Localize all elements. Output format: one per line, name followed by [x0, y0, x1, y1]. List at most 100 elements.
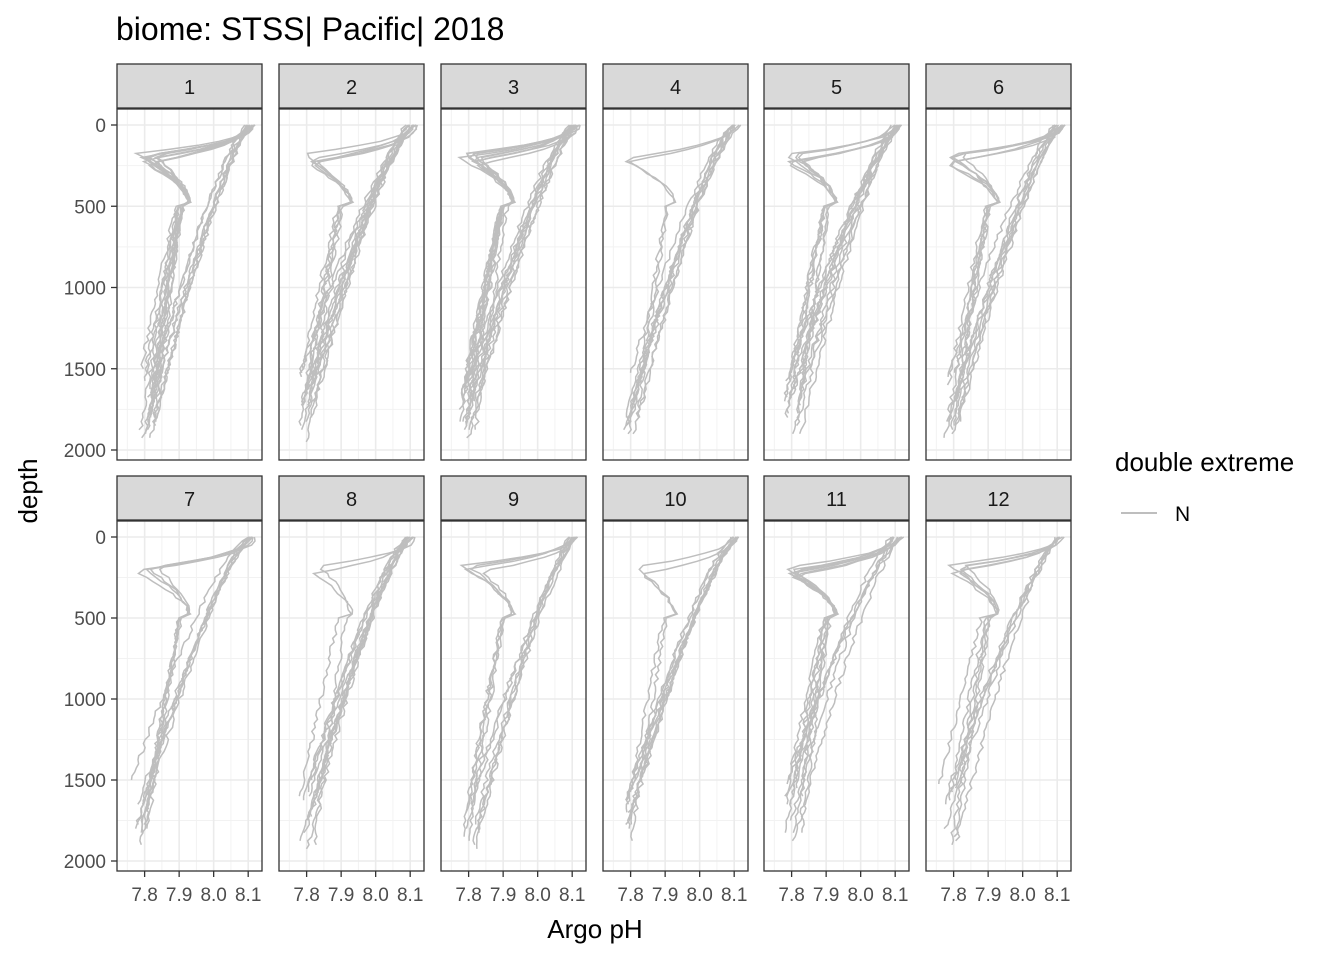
profile-line: [310, 536, 407, 781]
x-tick-label: 7.8: [778, 885, 804, 906]
panel-border: [116, 108, 263, 461]
profile-line: [946, 124, 1060, 386]
profile-line: [149, 124, 251, 438]
x-tick-label: 7.9: [813, 885, 839, 906]
profile-line: [796, 536, 895, 833]
facet-strip-label: 6: [993, 77, 1004, 99]
x-tick-label: 7.9: [975, 885, 1001, 906]
x-tick-label: 8.0: [524, 885, 550, 906]
profile-line: [462, 124, 577, 422]
y-tick-label: 1000: [64, 279, 106, 300]
profile-line: [790, 124, 898, 373]
panel-border: [116, 520, 263, 872]
facet-strip-label: 1: [184, 77, 195, 99]
x-tick-label: 7.8: [617, 885, 643, 906]
profile-line: [798, 124, 899, 435]
profile-line: [306, 124, 411, 390]
profile-line: [950, 536, 1059, 846]
facet-strip: [116, 63, 263, 109]
x-tick-label: 7.8: [940, 885, 966, 906]
x-tick-label: 7.9: [328, 885, 354, 906]
facet-strip-label: 2: [346, 77, 357, 99]
panel-background: [441, 521, 586, 871]
profile-line: [462, 536, 575, 837]
panel-border: [925, 520, 1072, 872]
profile-line: [303, 124, 419, 394]
panel-background: [926, 521, 1071, 871]
facet-strip: [440, 475, 587, 521]
y-axis-title: depth: [13, 458, 43, 523]
panel-background: [603, 109, 748, 460]
x-tick-label: 8.1: [397, 885, 423, 906]
x-tick-label: 8.1: [882, 885, 908, 906]
x-tick-label: 8.0: [847, 885, 873, 906]
facet-panel-12: 12 7.8 7.9 8.0 8.1: [925, 475, 1072, 906]
y-tick-label: 2000: [64, 441, 106, 462]
facet-panel-5: 5: [763, 63, 910, 461]
facet-strip: [278, 63, 425, 109]
panel-border: [763, 520, 910, 872]
facet-panel-4: 4: [602, 63, 749, 461]
facet-strip: [925, 475, 1072, 521]
profile-line: [305, 124, 418, 422]
profile-line: [938, 536, 1061, 785]
facet-strip-label: 12: [987, 489, 1009, 511]
y-tick-label: 1000: [64, 690, 106, 711]
facet-strip-label: 4: [670, 77, 681, 99]
facet-panel-9: 9 7.8 7.9 8.0 8.1: [440, 475, 587, 906]
facet-strip-label: 9: [508, 489, 519, 511]
profile-line: [465, 536, 578, 829]
y-tick-label: 2000: [64, 852, 106, 873]
profile-line: [305, 124, 410, 443]
x-tick-label: 7.9: [652, 885, 678, 906]
panel-border: [440, 520, 587, 872]
profile-line: [464, 124, 577, 426]
profile-line: [460, 124, 572, 398]
profile-line: [953, 124, 1064, 426]
profile-line: [789, 536, 899, 805]
facet-strip: [763, 63, 910, 109]
profile-line: [955, 536, 1059, 842]
x-tick-label: 7.9: [166, 885, 192, 906]
x-tick-label: 8.1: [721, 885, 747, 906]
x-tick-label: 8.1: [559, 885, 585, 906]
profile-line: [468, 124, 581, 430]
profile-line: [786, 536, 905, 785]
facet-panel-1: 1 0 500 1000 1500 2000: [64, 63, 263, 462]
legend-title: double extreme: [1115, 447, 1294, 477]
facet-panel-3: 3: [440, 63, 587, 461]
profile-line: [950, 536, 1056, 838]
x-tick-label: 8.1: [235, 885, 261, 906]
y-tick-label: 500: [74, 197, 106, 218]
profile-line: [140, 124, 248, 370]
profile-line: [948, 536, 1065, 801]
x-tick-label: 8.0: [362, 885, 388, 906]
facet-panel-10: 10 7.8 7.9 8.0 8.1: [602, 475, 749, 906]
x-tick-label: 7.8: [455, 885, 481, 906]
y-tick-label: 0: [95, 528, 106, 549]
facet-strip: [763, 475, 910, 521]
profile-line: [472, 536, 579, 846]
x-tick-label: 7.8: [293, 885, 319, 906]
y-tick-label: 500: [74, 609, 106, 630]
panel-background: [279, 521, 424, 871]
panel-border: [440, 108, 587, 461]
profile-line: [637, 124, 736, 418]
facet-strip-label: 8: [346, 489, 357, 511]
chart-title: biome: STSS| Pacific| 2018: [116, 11, 504, 47]
panel-border: [925, 108, 1072, 461]
x-tick-label: 8.0: [686, 885, 712, 906]
profile-line: [625, 536, 734, 801]
profile-line: [300, 124, 416, 406]
legend: double extreme N: [1115, 447, 1294, 526]
x-tick-label: 7.8: [131, 885, 157, 906]
profile-line: [300, 124, 414, 406]
profile-line: [789, 124, 902, 435]
profile-line: [947, 124, 1063, 423]
facet-strip-label: 3: [508, 77, 519, 99]
profile-line: [145, 124, 255, 418]
profile-line: [627, 536, 740, 813]
y-tick-label: 1500: [64, 360, 106, 381]
facet-strip: [440, 63, 587, 109]
profile-line: [785, 536, 894, 805]
